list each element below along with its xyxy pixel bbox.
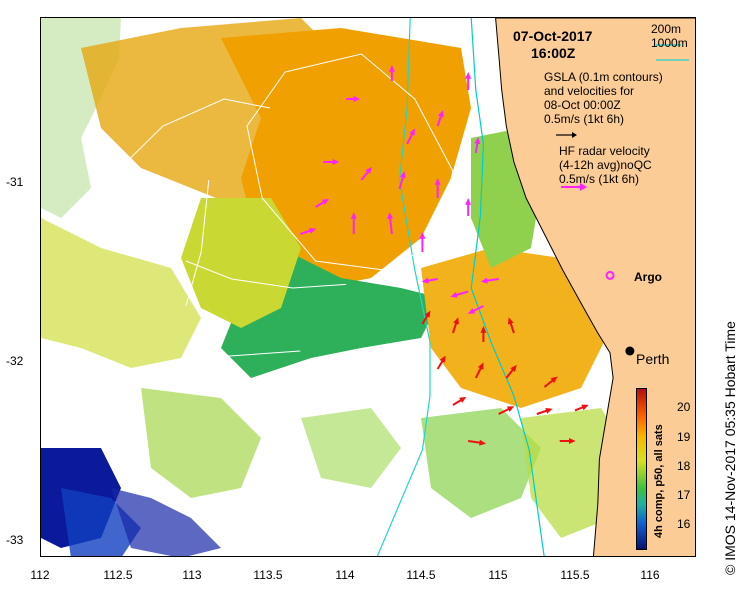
gsla-label-3: 08-Oct 00:00Z bbox=[544, 98, 621, 112]
hf-arrow-offshore-8 bbox=[350, 212, 357, 234]
y-tick--32: -32 bbox=[6, 354, 24, 368]
legend-gsla-arrowhead bbox=[572, 132, 577, 138]
colorbar-tick-18: 18 bbox=[677, 459, 691, 473]
hf-arrow-offshore-6 bbox=[434, 178, 441, 198]
hf-arrow-inshore-12 bbox=[468, 439, 487, 446]
legend-hf-arrowhead bbox=[580, 183, 587, 191]
x-tick-113: 113 bbox=[182, 568, 202, 582]
hf-label-3: 0.5m/s (1kt 6h) bbox=[559, 172, 640, 186]
colorbar-title: 4h comp, p50, all sats bbox=[653, 424, 665, 538]
hf-arrow-offshore-5 bbox=[398, 171, 406, 190]
hf-arrow-offshore-17 bbox=[450, 290, 469, 298]
hf-arrow-offshore-13 bbox=[465, 198, 472, 216]
hf-arrow-offshore-12 bbox=[474, 137, 481, 154]
legend-200m-label: 200m bbox=[651, 22, 682, 36]
sst-map[interactable]: 07-Oct-2017 16:00Z 200m 1000m GSLA (0.1m… bbox=[40, 17, 696, 557]
copyright-caption: © IMOS 14-Nov-2017 05:35 Hobart Time bbox=[722, 321, 738, 575]
hf-arrow-offshore-11 bbox=[465, 72, 472, 90]
x-tick-113.5: 113.5 bbox=[253, 568, 283, 582]
colorbar-tick-20: 20 bbox=[677, 400, 691, 414]
sst-layer bbox=[41, 18, 631, 556]
hf-arrow-inshore-7 bbox=[543, 376, 558, 388]
hf-arrow-offshore-15 bbox=[300, 228, 317, 235]
gsla-label-1: GSLA (0.1m contours) bbox=[544, 70, 663, 84]
contour1000-line bbox=[376, 18, 431, 556]
hf-arrow-offshore-4 bbox=[360, 166, 372, 181]
bathymetry-contours bbox=[376, 18, 545, 556]
gsla-contour-3 bbox=[162, 350, 301, 388]
colorbar-tick-17: 17 bbox=[677, 488, 691, 502]
hf-arrow-inshore-10 bbox=[574, 404, 589, 412]
x-tick-115: 115 bbox=[488, 568, 508, 582]
hf-arrow-offshore-9 bbox=[387, 212, 394, 235]
title-time: 16:00Z bbox=[531, 45, 576, 61]
hf-arrow-inshore-3 bbox=[507, 317, 515, 334]
hf-arrow-inshore-13 bbox=[559, 438, 576, 444]
y-tick--33: -33 bbox=[6, 533, 24, 547]
hf-label-1: HF radar velocity bbox=[559, 144, 650, 158]
argo-label: Argo bbox=[634, 270, 662, 284]
gsla-label-2: and velocities for bbox=[544, 84, 635, 98]
hf-arrow-inshore-6 bbox=[505, 364, 517, 379]
hf-arrow-inshore-9 bbox=[536, 408, 553, 415]
contour200-line bbox=[470, 18, 545, 556]
hf-arrow-offshore-14 bbox=[406, 128, 415, 145]
gsla-contour-1 bbox=[246, 53, 454, 271]
hf-arrow-offshore-2 bbox=[436, 110, 444, 127]
gsla-contours bbox=[116, 53, 454, 388]
hf-arrow-offshore-0 bbox=[346, 96, 361, 102]
perth-marker[interactable] bbox=[625, 346, 635, 356]
hf-arrow-offshore-19 bbox=[467, 305, 484, 314]
title-date: 07-Oct-2017 bbox=[513, 28, 593, 44]
x-tick-114.5: 114.5 bbox=[406, 568, 436, 582]
gsla-contour-2 bbox=[185, 260, 347, 289]
hf-arrow-offshore-3 bbox=[323, 159, 340, 165]
hf-arrow-inshore-4 bbox=[436, 355, 446, 370]
hf-arrow-offshore-18 bbox=[480, 277, 499, 284]
colorbar-tick-19: 19 bbox=[677, 430, 691, 444]
colorbar bbox=[636, 388, 647, 550]
legend-1000m-label: 1000m bbox=[651, 36, 688, 50]
x-tick-114: 114 bbox=[335, 568, 355, 582]
x-tick-112: 112 bbox=[30, 568, 50, 582]
hf-arrow-offshore-7 bbox=[315, 198, 329, 208]
hf-arrow-offshore-10 bbox=[419, 232, 426, 252]
hf-label-2: (4-12h avg)noQC bbox=[559, 158, 652, 172]
hf-arrow-inshore-11 bbox=[452, 396, 467, 406]
gsla-label-4: 0.5m/s (1kt 6h) bbox=[544, 112, 625, 126]
colorbar-tick-16: 16 bbox=[677, 517, 691, 531]
gsla-contour-0 bbox=[116, 98, 270, 172]
hf-arrow-offshore-16 bbox=[421, 277, 438, 284]
x-tick-115.5: 115.5 bbox=[560, 568, 590, 582]
hf-arrow-inshore-2 bbox=[480, 326, 487, 342]
hf-arrow-inshore-5 bbox=[474, 362, 484, 379]
velocity-arrows bbox=[300, 65, 589, 446]
hf-arrow-inshore-8 bbox=[498, 406, 515, 415]
perth-label: Perth bbox=[636, 351, 670, 367]
hf-arrow-inshore-0 bbox=[421, 310, 431, 325]
map-markers bbox=[605, 270, 635, 356]
x-tick-116: 116 bbox=[640, 568, 660, 582]
x-tick-112.5: 112.5 bbox=[103, 568, 133, 582]
y-tick--31: -31 bbox=[6, 175, 24, 189]
hf-arrow-inshore-1 bbox=[451, 317, 459, 334]
hf-arrow-offshore-1 bbox=[388, 65, 395, 81]
argo-marker[interactable] bbox=[605, 270, 615, 280]
gsla-contour-4 bbox=[185, 179, 210, 307]
